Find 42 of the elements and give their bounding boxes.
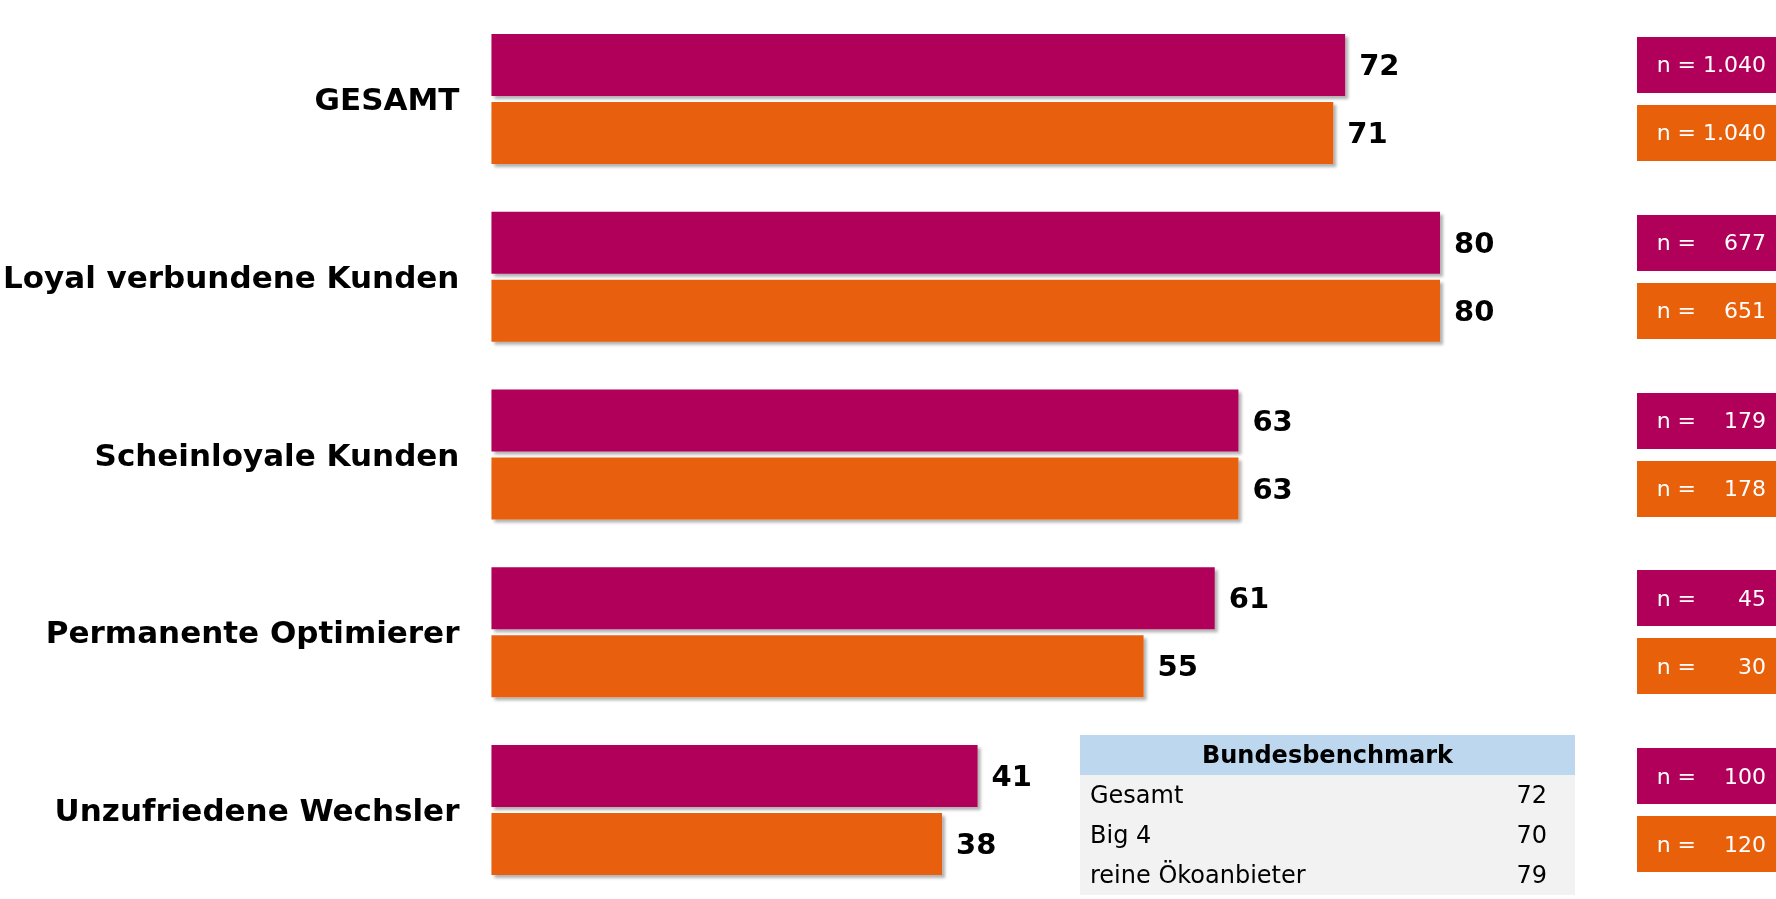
text: 72 (1516, 781, 1547, 809)
bar (491, 33, 1346, 96)
bar (491, 279, 1440, 342)
sample-size-box: n = 1.040 (1637, 104, 1776, 161)
text: 70 (1516, 821, 1547, 849)
sample-size-box: n = 45 (1637, 570, 1776, 627)
data-label: 41 (991, 759, 1032, 794)
bar (491, 101, 1334, 164)
annotation: Big 4 (1090, 820, 1152, 851)
sample-size-box: n = 1.040 (1637, 36, 1776, 93)
y-tick-label: Permanente Optimierer (45, 614, 461, 651)
sample-size-box: n = 179 (1637, 392, 1776, 449)
data-label: 80 (1454, 225, 1495, 260)
bar (491, 567, 1215, 630)
y-tick-label: GESAMT (314, 80, 460, 117)
sample-size-box: n = 120 (1637, 816, 1776, 873)
bar (491, 745, 978, 808)
sample-size-box: n = 30 (1637, 638, 1776, 695)
annotation: reine Ökoanbieter (1090, 859, 1306, 891)
data-label: 72 (1359, 47, 1400, 82)
sample-size-box: n = 178 (1637, 460, 1776, 517)
bar (491, 457, 1239, 520)
data-label: 61 (1228, 581, 1270, 616)
data-label: 63 (1252, 471, 1293, 506)
bar (491, 813, 943, 876)
data-label: 63 (1252, 403, 1293, 438)
y-tick-label: Loyal verbundene Kunden (2, 258, 460, 295)
bar (491, 389, 1239, 452)
text: 79 (1516, 861, 1547, 889)
bar (491, 211, 1440, 274)
data-label: 71 (1347, 115, 1388, 150)
annotation: Gesamt (1090, 780, 1184, 811)
sample-size-box: n = 100 (1637, 748, 1776, 805)
data-label: 80 (1454, 293, 1495, 328)
sample-size-box: n = 651 (1637, 282, 1776, 339)
annotation: Bundesbenchmark (1080, 735, 1575, 775)
data-label: 38 (956, 827, 997, 862)
y-tick-label: Unzufriedene Wechsler (54, 792, 461, 829)
data-label: 55 (1157, 649, 1198, 684)
y-tick-label: Scheinloyale Kunden (94, 436, 460, 473)
sample-size-box: n = 677 (1637, 214, 1776, 271)
bar (491, 635, 1144, 698)
